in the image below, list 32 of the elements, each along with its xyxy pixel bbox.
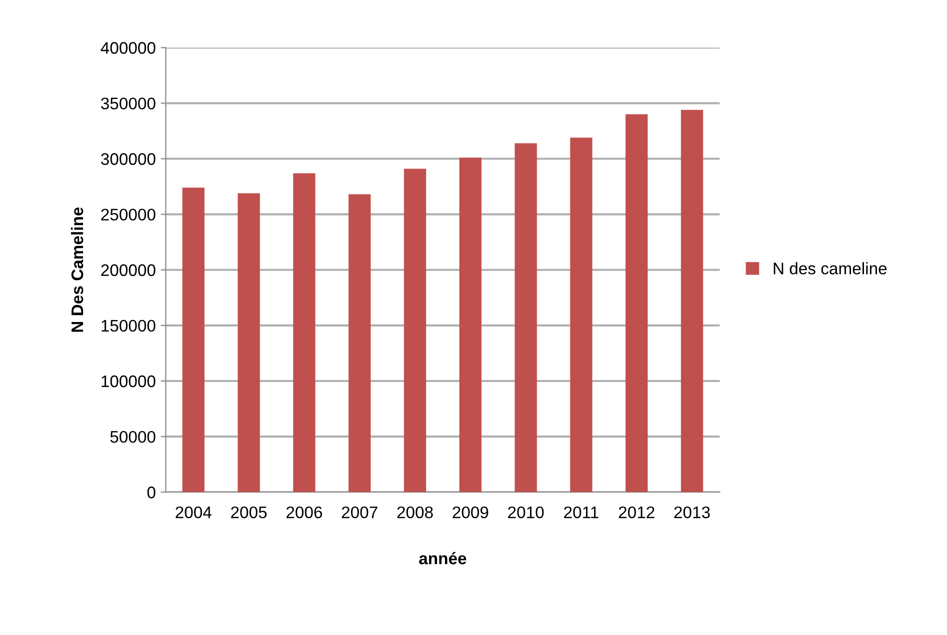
x-tick-label: 2013 bbox=[674, 506, 710, 518]
x-tick-label: 2012 bbox=[618, 506, 654, 518]
y-tick-label: 250000 bbox=[101, 208, 156, 221]
y-tick-label: 0 bbox=[147, 486, 156, 498]
bar bbox=[459, 158, 482, 492]
x-axis-title: année bbox=[419, 552, 466, 564]
x-tick-label: 2005 bbox=[231, 506, 267, 518]
bar bbox=[570, 138, 592, 492]
bar bbox=[238, 193, 260, 492]
x-tick-label: 2009 bbox=[452, 506, 488, 518]
x-tick-label: 2006 bbox=[286, 506, 322, 518]
x-tick-label: 2007 bbox=[342, 506, 378, 518]
bar bbox=[680, 110, 704, 492]
bar bbox=[348, 194, 371, 492]
x-tick-label: 2010 bbox=[508, 506, 544, 518]
y-tick-label: 350000 bbox=[101, 98, 156, 110]
x-tick-label: 2011 bbox=[564, 506, 598, 518]
bar bbox=[293, 173, 316, 492]
legend-label: N des cameline bbox=[774, 262, 887, 274]
y-tick-label: 200000 bbox=[101, 264, 156, 276]
y-tick-label: 150000 bbox=[102, 320, 156, 332]
bar bbox=[626, 114, 648, 492]
bar bbox=[182, 188, 205, 492]
y-tick-label: 400000 bbox=[100, 42, 156, 54]
bar bbox=[514, 143, 537, 492]
bar bbox=[404, 168, 426, 492]
y-tick-label: 300000 bbox=[101, 153, 156, 165]
y-tick-label: 100000 bbox=[102, 375, 156, 388]
x-tick-label: 2004 bbox=[176, 506, 212, 518]
y-axis-title: N Des Cameline bbox=[70, 207, 84, 332]
y-tick-label: 50000 bbox=[110, 430, 156, 443]
x-tick-label: 2008 bbox=[397, 506, 433, 518]
